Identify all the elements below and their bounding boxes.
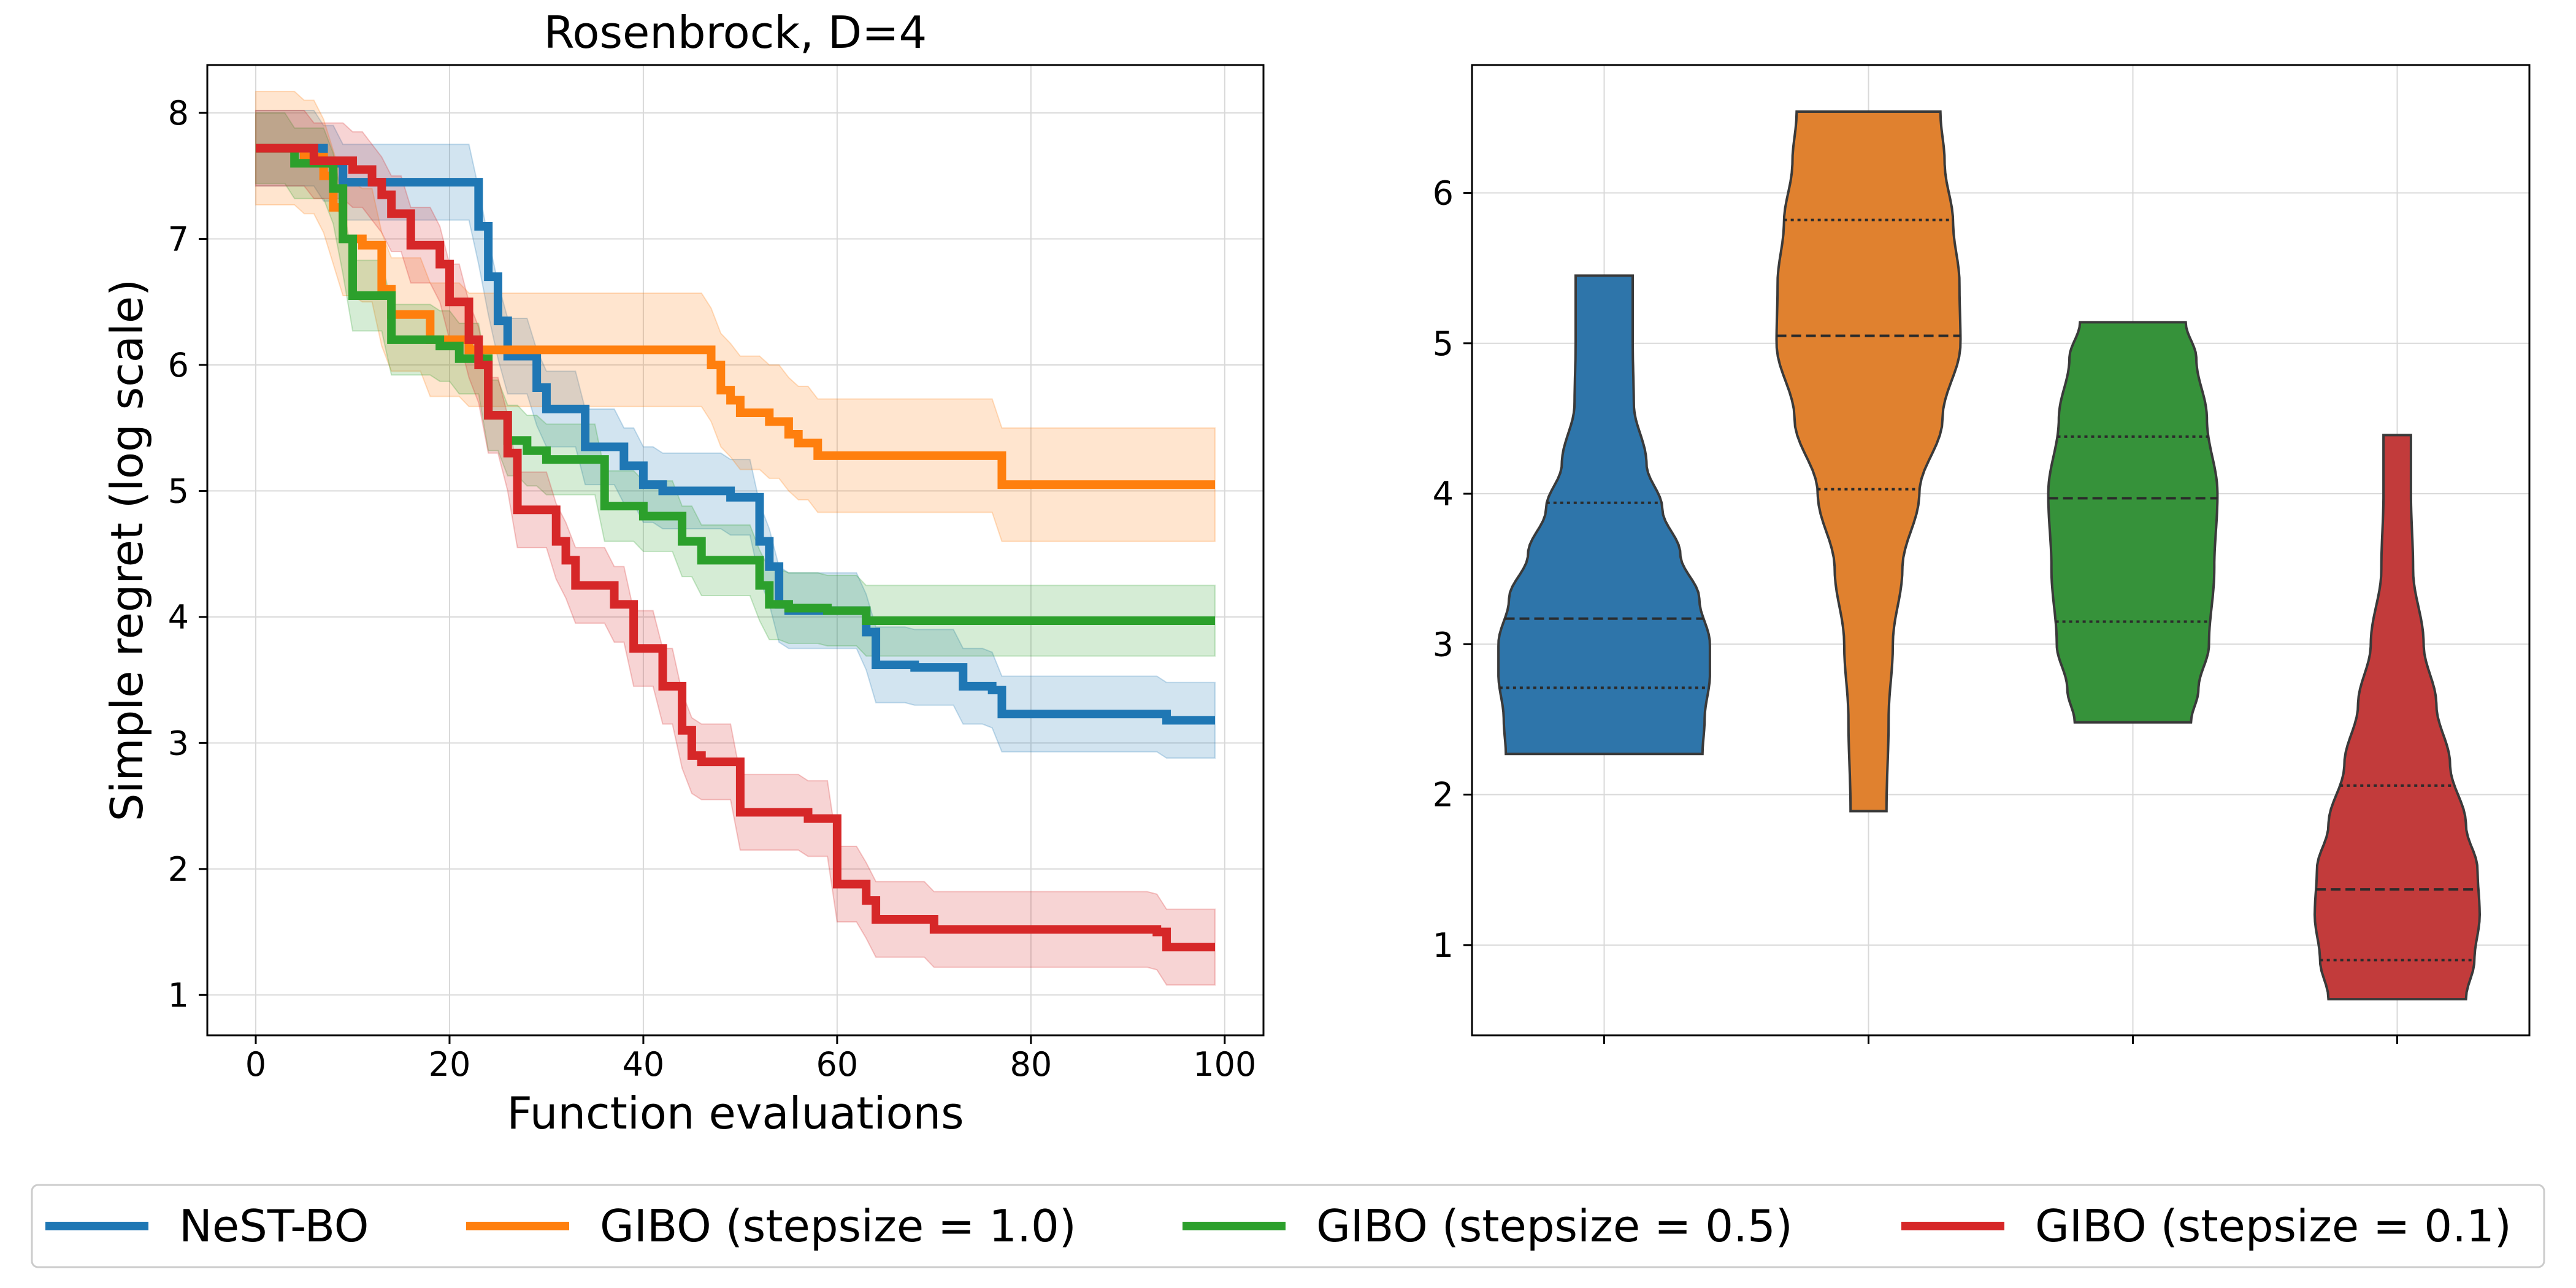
y-tick-label: 4 bbox=[1433, 475, 1454, 513]
y-tick-label: 5 bbox=[1433, 324, 1454, 363]
y-tick-label: 1 bbox=[168, 976, 189, 1014]
y-axis-label: Simple regret (log scale) bbox=[101, 279, 153, 822]
series-line bbox=[255, 144, 1216, 626]
legend-box bbox=[31, 1184, 2545, 1268]
x-tick-label: 20 bbox=[429, 1045, 471, 1084]
x-tick-label: 100 bbox=[1193, 1045, 1256, 1084]
violin-body bbox=[1497, 274, 1711, 756]
legend: NeST-BO GIBO (stepsize = 1.0) GIBO (stepsi… bbox=[31, 1184, 2545, 1268]
right-violin-chart: 1 2 3 4 5 6 bbox=[1433, 64, 2531, 1044]
legend-label: GIBO (stepsize = 0.1) bbox=[2035, 1200, 2512, 1252]
series-line bbox=[255, 144, 1216, 725]
y-tick-label: 2 bbox=[168, 850, 189, 889]
chart-title: Rosenbrock, D=4 bbox=[544, 7, 927, 58]
x-axis-label: Function evaluations bbox=[507, 1087, 964, 1139]
x-tick-label: 0 bbox=[245, 1045, 266, 1084]
x-tick-label: 60 bbox=[816, 1045, 859, 1084]
y-tick-label: 4 bbox=[168, 598, 189, 637]
x-tick-label: 80 bbox=[1010, 1045, 1052, 1084]
legend-label: GIBO (stepsize = 0.5) bbox=[1316, 1200, 1793, 1252]
left-line-chart: 0 20 40 60 80 100 1 2 3 4 5 6 7 8 Rosenbrock, D=4 Funct… bbox=[101, 7, 1265, 1139]
y-tick-label: 3 bbox=[168, 724, 189, 762]
plot-frame bbox=[1471, 64, 2531, 1037]
y-tick-label: 3 bbox=[1433, 625, 1454, 664]
confidence-band bbox=[255, 109, 1216, 986]
y-tick-label: 5 bbox=[168, 472, 189, 510]
violin-body bbox=[2047, 321, 2219, 724]
y-tick-label: 2 bbox=[1433, 776, 1454, 815]
series-line bbox=[255, 144, 1216, 489]
plot-frame bbox=[206, 64, 1265, 1037]
confidence-band bbox=[255, 112, 1216, 657]
y-tick-label: 7 bbox=[168, 220, 189, 259]
legend-label: GIBO (stepsize = 1.0) bbox=[600, 1200, 1076, 1252]
x-tick-label: 40 bbox=[623, 1045, 665, 1084]
y-tick-label: 6 bbox=[168, 346, 189, 385]
violin-body bbox=[2313, 434, 2482, 1001]
series-line bbox=[255, 144, 1216, 952]
y-tick-label: 8 bbox=[168, 94, 189, 132]
confidence-band bbox=[255, 109, 1216, 759]
y-tick-label: 1 bbox=[1433, 926, 1454, 965]
violin-body bbox=[1775, 110, 1962, 813]
legend-label: NeST-BO bbox=[179, 1200, 369, 1252]
y-tick-label: 6 bbox=[1433, 174, 1454, 212]
